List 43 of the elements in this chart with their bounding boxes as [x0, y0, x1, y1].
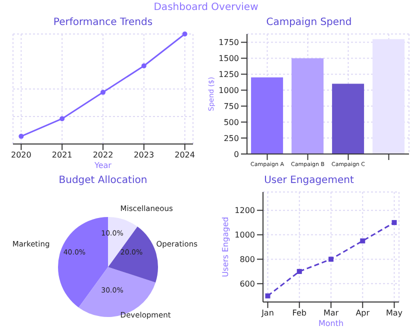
x-tick-label: May [386, 308, 403, 318]
point [360, 238, 366, 244]
point [328, 256, 334, 262]
y-tick-label: 1200 [234, 206, 255, 216]
point [60, 116, 65, 122]
chart-title: Campaign Spend [266, 16, 352, 30]
y-axis-title: Users Engaged [220, 216, 230, 278]
y-tick-label: 600 [240, 280, 255, 289]
x-tick-label: Mar [323, 308, 340, 318]
point [392, 220, 397, 226]
x-tick-label: 2024 [174, 150, 195, 160]
x-tick-label: 2022 [92, 150, 114, 160]
x-tick-label: 2020 [11, 150, 32, 160]
x-tick-label: Feb [292, 308, 306, 318]
point [141, 63, 146, 68]
point [265, 293, 270, 298]
x-tick-label: 2021 [52, 150, 72, 160]
y-tick-label: 0 [234, 150, 239, 159]
x-axis-title: Month [318, 319, 344, 328]
point [296, 268, 302, 274]
bar [251, 77, 284, 154]
chart-title: User Engagement [264, 174, 354, 188]
bar [292, 58, 324, 154]
y-tick-label: 1000 [234, 230, 255, 240]
y-tick-label: 1500 [218, 54, 239, 64]
chart-title: Performance Trends [53, 16, 153, 30]
x-tick-label: Jan [260, 308, 274, 318]
x-tick-label: 2023 [134, 150, 154, 160]
y-tick-label: 500 [224, 118, 239, 127]
chart-title: Budget Allocation [58, 174, 148, 188]
y-tick-label: 800 [240, 255, 255, 264]
point [18, 134, 24, 139]
text: Dashboard Overview [152, 1, 260, 15]
y-tick-label: 750 [224, 102, 239, 111]
y-tick-label: 1250 [218, 70, 239, 80]
point [182, 32, 188, 36]
y-tick-label: 250 [224, 134, 239, 143]
bar [332, 84, 364, 154]
point [100, 90, 106, 95]
y-tick-label: 1750 [218, 38, 239, 48]
x-axis-title: Year [94, 161, 112, 170]
y-tick-label: 1000 [218, 86, 239, 96]
x-tick-label: Apr [356, 308, 370, 318]
